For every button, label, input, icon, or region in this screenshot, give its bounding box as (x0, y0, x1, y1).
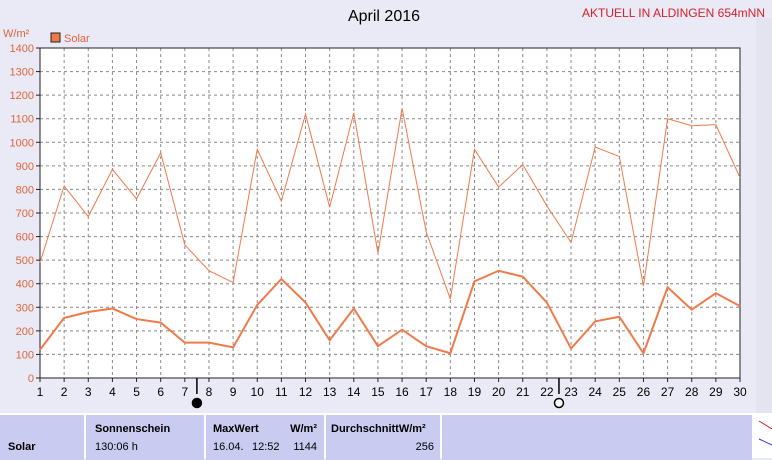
max-header: MaxWert (213, 423, 259, 435)
max-date: 16.04. (213, 441, 244, 453)
y-tick-label: 0 (28, 373, 34, 385)
y-tick-label: 600 (16, 232, 34, 244)
series-lines (39, 108, 741, 356)
y-tick-label: 100 (16, 349, 34, 361)
x-tick-label: 23 (564, 385, 578, 399)
grid (39, 47, 741, 378)
full-moon-icon (553, 397, 565, 409)
legend-label: Solar (64, 33, 90, 45)
x-tick-label: 10 (251, 385, 265, 399)
y-tick-label: 800 (16, 184, 34, 196)
x-tick-label: 18 (444, 385, 458, 399)
axes (36, 47, 741, 382)
x-tick-label: 30 (733, 385, 747, 399)
y-tick-label: 1400 (10, 43, 34, 55)
x-tick-label: 12 (299, 385, 313, 399)
legend-swatch (50, 32, 61, 43)
max-unit: W/m² (290, 423, 317, 435)
x-tick-label: 29 (709, 385, 723, 399)
sunshine-header: Sonnenschein (95, 423, 171, 435)
x-tick-label: 19 (468, 385, 482, 399)
y-tick-label: 900 (16, 161, 34, 173)
x-tick-label: 5 (133, 385, 140, 399)
max-value: 1144 (293, 441, 317, 453)
x-tick-label: 24 (588, 385, 602, 399)
y-tick-label: 1300 (10, 67, 34, 79)
footer-row-label-cell: Solar (0, 415, 84, 460)
y-axis-unit: W/m² (3, 28, 30, 40)
x-tick-label: 11 (275, 385, 288, 399)
x-tick-labels: 1 2 3 4 5 6 7 8 9 10 11 12 13 14 15 16 17 18 19 20 21 22 23 24 2… (37, 385, 747, 399)
average-cell: DurchschnittW/m² 256 (326, 415, 440, 460)
x-tick-label: 28 (685, 385, 699, 399)
series-line-solar (39, 269, 741, 356)
sunshine-cell: Sonnenschein 130:06 h (86, 415, 204, 460)
x-tick-label: 14 (347, 385, 361, 399)
average-value: 256 (415, 441, 434, 453)
max-value-cell: MaxWert W/m² 16.04. 12:52 1144 (206, 415, 324, 460)
y-tick-label: 700 (16, 208, 34, 220)
station-header: AKTUELL IN ALDINGEN 654mNN (582, 6, 765, 20)
footer-edge-marks (758, 420, 772, 446)
x-tick-label: 22 (540, 385, 554, 399)
x-tick-label: 16 (395, 385, 409, 399)
x-tick-label: 1 (37, 385, 44, 399)
x-tick-label: 2 (61, 385, 68, 399)
x-tick-label: 15 (371, 385, 385, 399)
x-tick-label: 17 (420, 385, 434, 399)
x-tick-label: 9 (230, 385, 237, 399)
series-line-max (39, 108, 741, 300)
chart-title: April 2016 (348, 8, 420, 25)
y-tick-label: 200 (16, 326, 34, 338)
x-tick-label: 13 (323, 385, 337, 399)
footer-row-label: Solar (8, 441, 36, 453)
x-tick-label: 27 (661, 385, 675, 399)
x-tick-label: 4 (109, 385, 116, 399)
y-tick-label: 1100 (10, 114, 34, 126)
average-header: DurchschnittW/m² (331, 423, 426, 435)
x-tick-label: 25 (613, 385, 627, 399)
y-tick-labels: 0 100 200 300 400 500 600 700 800 900 1000 1100 1200… (10, 43, 34, 385)
footer-empty-cell (442, 415, 752, 460)
x-tick-label: 8 (206, 385, 213, 399)
y-tick-label: 500 (16, 255, 34, 267)
x-tick-label: 20 (492, 385, 506, 399)
right-scroll-strip (756, 18, 772, 413)
moon-phase-markers (191, 378, 565, 409)
new-moon-icon (191, 397, 203, 409)
x-tick-label: 7 (181, 385, 188, 399)
x-tick-label: 6 (157, 385, 164, 399)
solar-chart: 0 100 200 300 400 500 600 700 800 900 1000 1100 1200… (3, 6, 772, 409)
x-tick-label: 26 (637, 385, 651, 399)
y-tick-label: 400 (16, 279, 34, 291)
statistics-footer: Solar Sonnenschein 130:06 h MaxWert W/m²… (0, 413, 772, 460)
max-time: 12:52 (252, 441, 280, 453)
y-tick-label: 1000 (10, 137, 34, 149)
x-tick-label: 21 (516, 385, 530, 399)
sunshine-value: 130:06 h (95, 441, 138, 453)
x-tick-label: 3 (85, 385, 92, 399)
y-tick-label: 1200 (10, 90, 34, 102)
y-tick-label: 300 (16, 302, 34, 314)
